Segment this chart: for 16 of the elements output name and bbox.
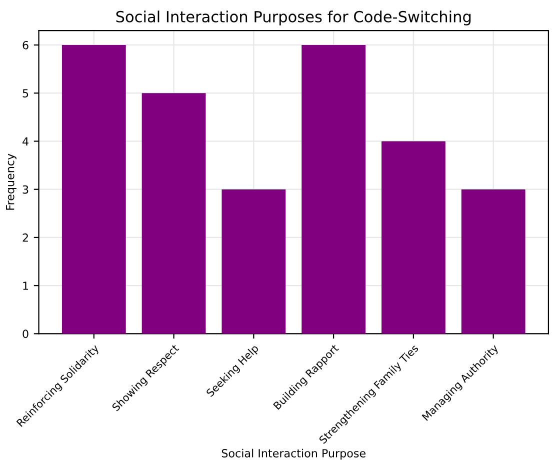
y-tick-label: 3 xyxy=(22,185,28,194)
y-axis-title: Frequency xyxy=(6,154,16,210)
x-axis-title: Social Interaction Purpose xyxy=(222,448,366,460)
bar xyxy=(222,189,286,334)
bar xyxy=(381,141,446,334)
y-tick-label: 0 xyxy=(22,330,28,338)
bar xyxy=(461,189,526,334)
y-tick-label: 5 xyxy=(22,89,28,98)
bar xyxy=(302,44,366,334)
y-tick-label: 4 xyxy=(22,137,28,146)
y-tick-label: 1 xyxy=(23,282,28,290)
chart-title: Social Interaction Purposes for Code-Switching xyxy=(116,10,471,26)
y-tick-label: 2 xyxy=(22,233,28,242)
bar xyxy=(142,93,206,334)
y-tick-label: 6 xyxy=(22,40,28,50)
bar xyxy=(62,44,126,334)
